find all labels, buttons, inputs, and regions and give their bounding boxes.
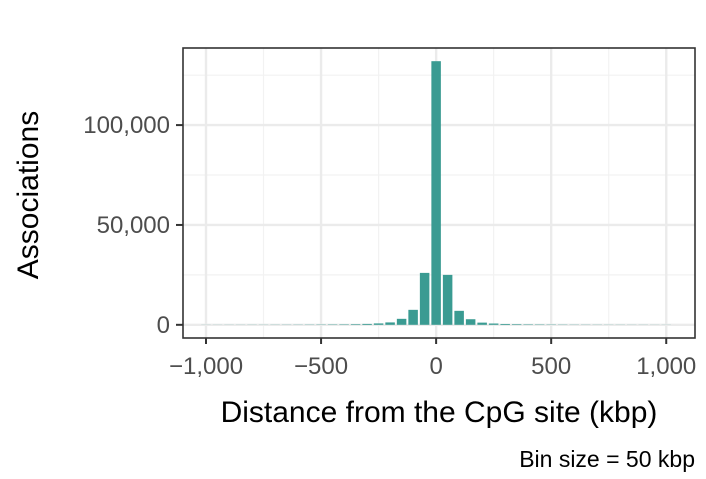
histogram-bar bbox=[350, 324, 361, 325]
plot-panel-border bbox=[182, 47, 696, 339]
y-tick-label: 0 bbox=[157, 312, 170, 339]
histogram-bar bbox=[511, 324, 522, 325]
x-tick-label: 0 bbox=[429, 353, 442, 380]
histogram-bar bbox=[362, 323, 372, 325]
histogram-bar bbox=[500, 323, 510, 325]
histogram-bar bbox=[454, 310, 464, 325]
y-tick-label: 100,000 bbox=[83, 112, 170, 139]
histogram-bar bbox=[488, 323, 499, 325]
histogram-bar bbox=[373, 323, 384, 325]
bars bbox=[201, 61, 671, 325]
bin-size-caption: Bin size = 50 kbp bbox=[519, 446, 695, 472]
histogram-bar bbox=[408, 309, 418, 325]
histogram-bar bbox=[385, 322, 395, 325]
histogram-bar bbox=[465, 319, 476, 325]
histogram-bar bbox=[477, 322, 487, 325]
x-axis-title: Distance from the CpG site (kbp) bbox=[221, 396, 658, 429]
y-axis: 0 50,000 100,000 bbox=[83, 112, 183, 339]
x-axis: −1,000 −500 0 500 1,000 bbox=[169, 338, 696, 380]
x-tick-label: 1,000 bbox=[636, 353, 696, 380]
histogram-bar bbox=[419, 272, 430, 325]
x-tick-label: −500 bbox=[294, 353, 348, 380]
y-tick-label: 50,000 bbox=[97, 212, 170, 239]
histogram-bar bbox=[396, 318, 407, 325]
x-tick-label: −1,000 bbox=[169, 353, 243, 380]
y-axis-title: Associations bbox=[12, 111, 45, 279]
histogram-bar bbox=[431, 61, 441, 325]
x-tick-label: 500 bbox=[531, 353, 571, 380]
histogram-bar bbox=[442, 274, 453, 325]
